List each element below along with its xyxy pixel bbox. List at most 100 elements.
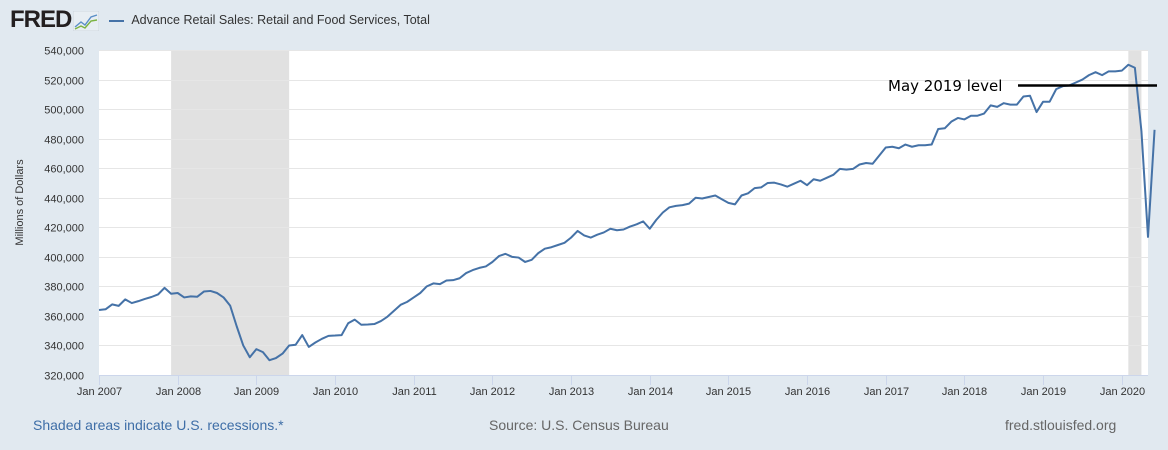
data-point[interactable] — [1035, 110, 1039, 114]
data-point[interactable] — [163, 286, 167, 290]
data-point[interactable] — [569, 236, 573, 240]
data-point[interactable] — [359, 323, 363, 327]
data-point[interactable] — [372, 322, 376, 326]
data-point[interactable] — [943, 126, 947, 130]
data-point[interactable] — [326, 334, 330, 338]
data-point[interactable] — [412, 295, 416, 299]
data-point[interactable] — [1002, 101, 1006, 105]
data-point[interactable] — [700, 196, 704, 200]
data-point[interactable] — [490, 260, 494, 264]
data-point[interactable] — [281, 352, 285, 356]
data-point[interactable] — [667, 205, 671, 209]
data-point[interactable] — [877, 154, 881, 158]
data-point[interactable] — [549, 245, 553, 249]
data-point[interactable] — [385, 315, 389, 319]
legend-label[interactable]: Advance Retail Sales: Retail and Food Se… — [131, 13, 430, 27]
data-point[interactable] — [753, 186, 757, 190]
data-point[interactable] — [1021, 95, 1025, 99]
data-point[interactable] — [562, 241, 566, 245]
data-point[interactable] — [615, 228, 619, 232]
data-point[interactable] — [208, 289, 212, 293]
data-point[interactable] — [838, 167, 842, 171]
data-point[interactable] — [622, 227, 626, 231]
data-point[interactable] — [976, 114, 980, 118]
data-point[interactable] — [812, 177, 816, 181]
data-point[interactable] — [799, 179, 803, 183]
data-point[interactable] — [392, 309, 396, 313]
data-point[interactable] — [458, 276, 462, 280]
data-point[interactable] — [222, 295, 226, 299]
data-point[interactable] — [890, 145, 894, 149]
data-point[interactable] — [405, 300, 409, 304]
data-point[interactable] — [1015, 103, 1019, 107]
data-point[interactable] — [110, 302, 114, 306]
data-point[interactable] — [556, 243, 560, 247]
data-point[interactable] — [156, 292, 160, 296]
data-point[interactable] — [740, 194, 744, 198]
data-point[interactable] — [903, 143, 907, 147]
data-point[interactable] — [654, 218, 658, 222]
data-point[interactable] — [215, 291, 219, 295]
data-point[interactable] — [1087, 73, 1091, 77]
data-point[interactable] — [1113, 69, 1117, 73]
data-point[interactable] — [884, 146, 888, 150]
data-point[interactable] — [543, 247, 547, 251]
data-point[interactable] — [1107, 69, 1111, 73]
data-point[interactable] — [897, 146, 901, 150]
data-point[interactable] — [1048, 100, 1052, 104]
data-point[interactable] — [523, 260, 527, 264]
series-line[interactable] — [98, 63, 1156, 362]
data-point[interactable] — [274, 356, 278, 360]
data-point[interactable] — [294, 343, 298, 347]
data-point[interactable] — [910, 145, 914, 149]
data-point[interactable] — [300, 333, 304, 337]
data-point[interactable] — [1080, 78, 1084, 82]
data-point[interactable] — [792, 182, 796, 186]
data-point[interactable] — [451, 278, 455, 282]
data-point[interactable] — [589, 236, 593, 240]
data-point[interactable] — [923, 143, 927, 147]
data-point[interactable] — [471, 268, 475, 272]
data-point[interactable] — [858, 162, 862, 166]
data-point[interactable] — [176, 291, 180, 295]
data-point[interactable] — [248, 355, 252, 359]
data-point[interactable] — [635, 222, 639, 226]
data-point[interactable] — [871, 162, 875, 166]
data-point[interactable] — [1146, 235, 1150, 239]
data-point[interactable] — [1094, 70, 1098, 74]
data-point[interactable] — [340, 333, 344, 337]
data-point[interactable] — [104, 307, 108, 311]
data-point[interactable] — [346, 321, 350, 325]
data-point[interactable] — [687, 202, 691, 206]
data-point[interactable] — [307, 345, 311, 349]
data-point[interactable] — [1054, 87, 1058, 91]
data-point[interactable] — [149, 295, 153, 299]
data-point[interactable] — [608, 227, 612, 231]
data-point[interactable] — [726, 201, 730, 205]
data-point[interactable] — [320, 337, 324, 341]
data-point[interactable] — [182, 295, 186, 299]
data-point[interactable] — [503, 252, 507, 256]
data-point[interactable] — [1120, 69, 1124, 73]
data-point[interactable] — [831, 173, 835, 177]
data-point[interactable] — [641, 219, 645, 223]
data-point[interactable] — [235, 324, 239, 328]
data-point[interactable] — [530, 258, 534, 262]
data-point[interactable] — [746, 191, 750, 195]
data-point[interactable] — [595, 233, 599, 237]
data-point[interactable] — [766, 181, 770, 185]
data-point[interactable] — [733, 202, 737, 206]
data-point[interactable] — [825, 176, 829, 180]
data-point[interactable] — [261, 350, 265, 354]
data-point[interactable] — [674, 204, 678, 208]
data-point[interactable] — [418, 291, 422, 295]
data-point[interactable] — [949, 120, 953, 124]
data-point[interactable] — [628, 225, 632, 229]
data-point[interactable] — [130, 301, 134, 305]
data-point[interactable] — [851, 167, 855, 171]
data-point[interactable] — [97, 308, 101, 312]
data-point[interactable] — [143, 297, 147, 301]
data-point[interactable] — [864, 161, 868, 165]
data-point[interactable] — [648, 227, 652, 231]
data-point[interactable] — [228, 304, 232, 308]
